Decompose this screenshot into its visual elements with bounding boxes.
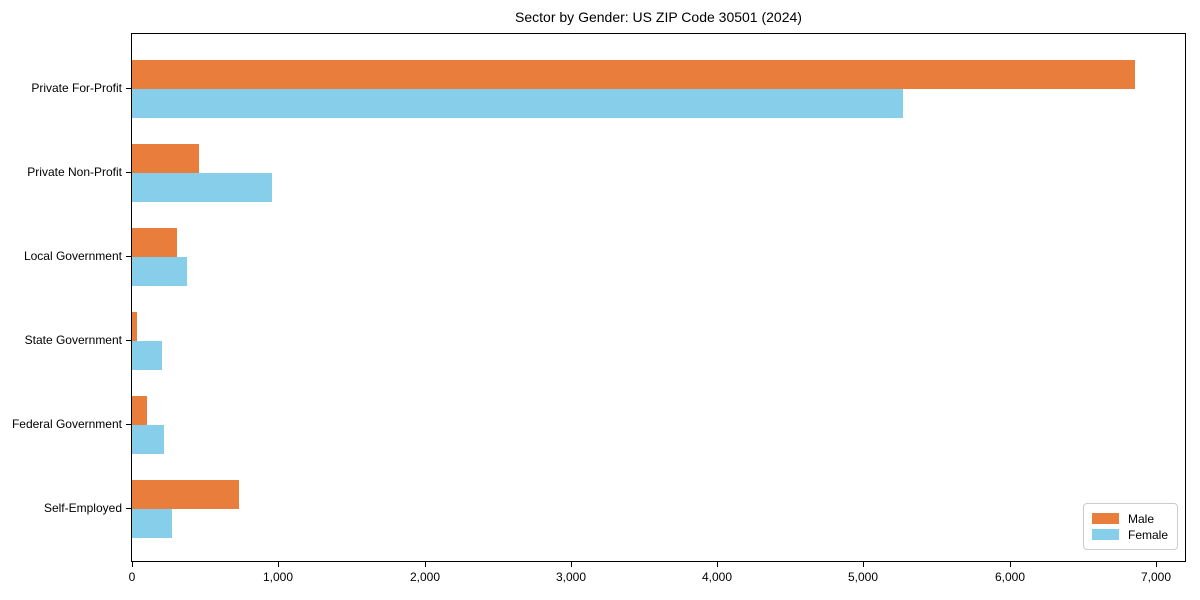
- x-tick-label-4-000: 4,000: [701, 570, 733, 584]
- female-legend-label: Female: [1127, 527, 1168, 542]
- chart-title: Sector by Gender: US ZIP Code 30501 (202…: [515, 9, 802, 25]
- y-axis-label-private-for-profit: Private For-Profit: [31, 81, 122, 95]
- x-tick-mark: [717, 562, 718, 567]
- x-tick-mark: [863, 562, 864, 567]
- y-tick-mark: [126, 256, 131, 257]
- y-tick-mark: [126, 172, 131, 173]
- y-tick-mark: [126, 508, 131, 509]
- y-tick-mark: [126, 88, 131, 89]
- x-tick-label-7-000: 7,000: [1140, 570, 1172, 584]
- x-tick-label-6-000: 6,000: [994, 570, 1026, 584]
- x-tick-label-5-000: 5,000: [847, 570, 879, 584]
- x-tick-label-2-000: 2,000: [409, 570, 441, 584]
- female-legend-swatch: [1091, 529, 1119, 540]
- legend-item-female: Female: [1091, 527, 1168, 542]
- bar-male-state-government: [132, 312, 137, 341]
- bar-female-local-government: [132, 257, 187, 286]
- bar-male-self-employed: [132, 480, 239, 509]
- bar-male-local-government: [132, 228, 177, 257]
- legend-item-male: Male: [1091, 511, 1168, 526]
- bar-male-federal-government: [132, 396, 147, 425]
- plot-area: Male Female: [131, 33, 1186, 562]
- y-axis-label-self-employed: Self-Employed: [43, 501, 122, 515]
- x-tick-mark: [132, 562, 133, 567]
- bar-male-private-for-profit: [132, 60, 1135, 89]
- bar-female-private-non-profit: [132, 173, 272, 202]
- x-tick-mark: [278, 562, 279, 567]
- bar-female-state-government: [132, 341, 162, 370]
- y-axis-label-federal-government: Federal Government: [11, 417, 122, 431]
- x-tick-label-0: 0: [128, 570, 136, 584]
- x-tick-mark: [1156, 562, 1157, 567]
- x-tick-label-1-000: 1,000: [262, 570, 294, 584]
- y-tick-mark: [126, 340, 131, 341]
- legend: Male Female: [1082, 503, 1178, 550]
- x-tick-mark: [571, 562, 572, 567]
- bar-female-self-employed: [132, 509, 172, 538]
- bar-female-federal-government: [132, 425, 164, 454]
- x-tick-mark: [425, 562, 426, 567]
- bar-male-private-non-profit: [132, 144, 199, 173]
- y-axis-label-local-government: Local Government: [23, 249, 122, 263]
- x-tick-mark: [1010, 562, 1011, 567]
- bar-female-private-for-profit: [132, 89, 903, 118]
- y-tick-mark: [126, 424, 131, 425]
- x-tick-label-3-000: 3,000: [555, 570, 587, 584]
- y-axis-label-state-government: State Government: [24, 333, 122, 347]
- male-legend-swatch: [1091, 513, 1119, 524]
- y-axis-label-private-non-profit: Private Non-Profit: [27, 165, 122, 179]
- male-legend-label: Male: [1127, 511, 1154, 526]
